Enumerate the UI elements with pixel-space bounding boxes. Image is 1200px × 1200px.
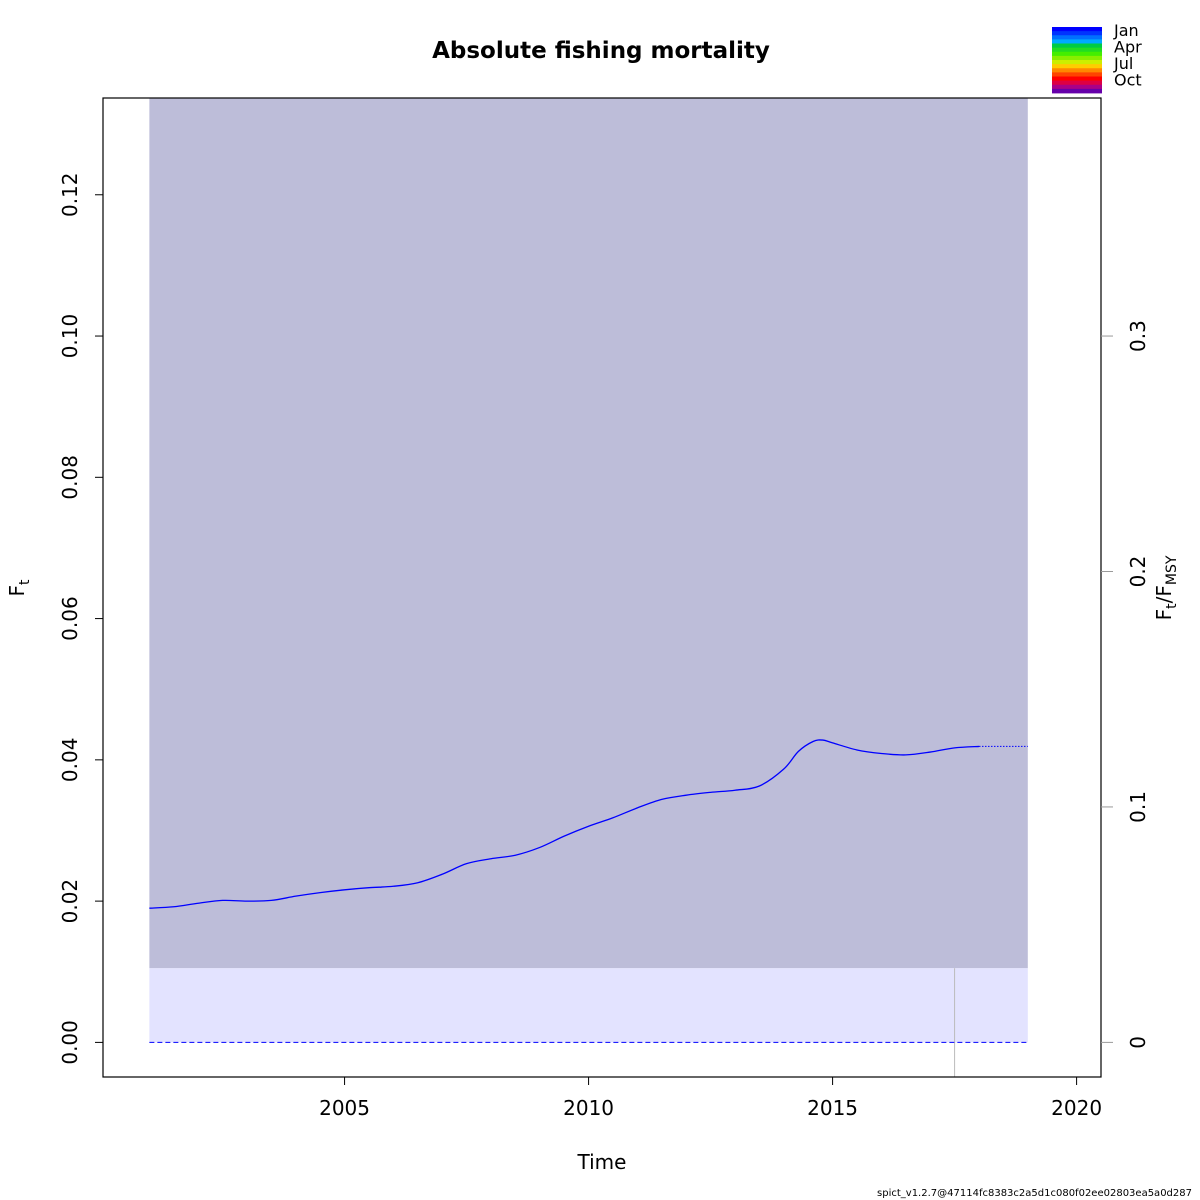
x-tick-label: 2010 (563, 1096, 614, 1120)
y-right-label-main: F (1152, 609, 1176, 621)
estimate-line (149, 739, 980, 909)
y-tick-label: 0.00 (58, 1020, 82, 1065)
x-axis-label: Time (577, 1150, 627, 1174)
x-tick-label: 2020 (1051, 1096, 1102, 1120)
axes: 2005 2010 2015 20200.000.020.040.060.080.10… (58, 173, 1150, 1120)
legend-color-swatch (1052, 72, 1102, 77)
legend-color-swatch (1052, 60, 1102, 65)
legend-color-swatch (1052, 51, 1102, 57)
legend-color-swatch (1052, 88, 1102, 94)
y-tick-label: 0.06 (58, 596, 82, 641)
y-right-label-sub2: MSY (1164, 555, 1180, 585)
legend-color-swatch (1052, 80, 1102, 86)
y-tick-label: 0.08 (58, 455, 82, 500)
y-tick-label: 0.04 (58, 738, 82, 783)
footnote: spict_v1.2.7@47114fc8383c2a5d1c080f02ee0… (877, 1188, 1192, 1199)
y-axis-right-label: Ft/FMSY (1152, 555, 1180, 620)
legend-label: Oct (1114, 71, 1142, 90)
legend-color-swatch (1052, 84, 1102, 90)
plot-area (149, 98, 1028, 1077)
legend-color-swatch (1052, 64, 1102, 69)
legend-label: Apr (1114, 38, 1142, 57)
legend-color-swatch (1052, 39, 1102, 44)
legend-color-swatch (1052, 27, 1102, 32)
chart-title: Absolute fishing mortality (432, 38, 770, 64)
legend-color-swatch (1052, 55, 1102, 61)
y-right-label-sub: t (1164, 603, 1180, 609)
fmsy-band (149, 968, 1028, 1043)
x-tick-label: 2005 (319, 1096, 370, 1120)
legend-color-swatch (1052, 31, 1102, 36)
y2-tick-label: 0 (1126, 1036, 1150, 1049)
svg-text:Ft/FMSY: Ft/FMSY (1152, 555, 1180, 620)
svg-text:Ft: Ft (5, 579, 33, 597)
legend-label: Jul (1113, 54, 1133, 73)
x-tick-label: 2015 (807, 1096, 858, 1120)
y-tick-label: 0.12 (58, 173, 82, 218)
ci-band (149, 98, 1028, 969)
legend-color-swatch (1052, 76, 1102, 82)
y2-tick-label: 0.2 (1126, 556, 1150, 588)
y-right-label-sep: /F (1152, 585, 1176, 603)
y-left-label-main: F (5, 585, 29, 597)
legend-label: Jan (1113, 21, 1139, 40)
y2-tick-label: 0.1 (1126, 791, 1150, 823)
legend-color-swatch (1052, 35, 1102, 40)
y2-tick-label: 0.3 (1126, 320, 1150, 352)
y-tick-label: 0.02 (58, 879, 82, 924)
legend-color-swatch (1052, 68, 1102, 73)
y-left-label-sub: t (17, 579, 33, 585)
legend-color-swatch (1052, 43, 1102, 49)
y-axis-left-label: Ft (5, 579, 33, 597)
legend-color-swatch (1052, 47, 1102, 53)
y-tick-label: 0.10 (58, 314, 82, 359)
